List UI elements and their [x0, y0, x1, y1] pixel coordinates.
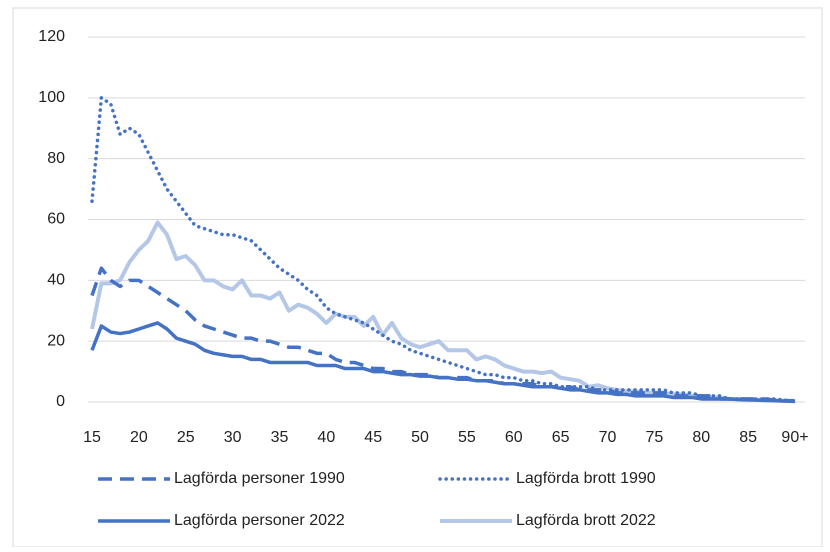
x-tick-label: 50: [411, 429, 429, 446]
series-line: [90, 266, 796, 403]
x-tick-label: 90+: [781, 429, 808, 446]
legend-label: Lagförda personer 1990: [174, 470, 345, 487]
x-tick-label: 15: [83, 429, 101, 446]
series-line: [90, 96, 797, 403]
x-tick-label: 60: [505, 429, 523, 446]
y-tick-label: 0: [56, 393, 65, 410]
x-tick-label: 30: [224, 429, 242, 446]
y-tick-label: 20: [47, 332, 65, 349]
chart-frame: [12, 7, 823, 548]
y-tick-label: 60: [47, 211, 65, 228]
x-tick-label: 80: [692, 429, 710, 446]
x-tick-label: 65: [552, 429, 570, 446]
x-tick-label: 40: [317, 429, 335, 446]
x-tick-label: 35: [271, 429, 289, 446]
x-tick-label: 70: [599, 429, 617, 446]
legend-label: Lagförda personer 2022: [174, 512, 345, 529]
y-tick-label: 80: [47, 150, 65, 167]
x-tick-label: 45: [364, 429, 382, 446]
y-tick-label: 120: [38, 28, 65, 45]
x-tick-label: 55: [458, 429, 476, 446]
x-tick-label: 25: [177, 429, 195, 446]
y-tick-label: 100: [38, 89, 65, 106]
y-tick-label: 40: [47, 272, 65, 289]
legend-label: Lagförda brott 2022: [516, 512, 656, 529]
x-tick-label: 20: [130, 429, 148, 446]
legend-label: Lagförda brott 1990: [516, 470, 656, 487]
x-tick-label: 85: [739, 429, 757, 446]
x-tick-label: 75: [646, 429, 664, 446]
